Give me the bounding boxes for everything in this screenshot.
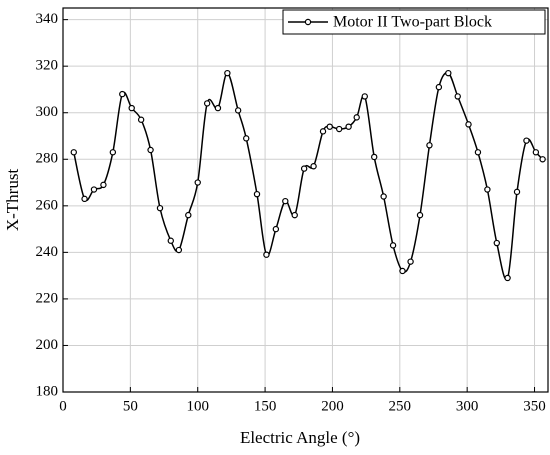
x-tick-label: 300 xyxy=(456,398,479,414)
x-tick-label: 50 xyxy=(123,398,138,414)
y-axis-label: X-Thrust xyxy=(3,169,22,232)
data-point xyxy=(484,186,491,193)
data-point xyxy=(399,267,406,275)
data-point xyxy=(513,188,521,196)
y-tick-label: 280 xyxy=(36,151,59,167)
data-point xyxy=(445,69,452,77)
data-point xyxy=(100,181,107,189)
data-point xyxy=(532,149,540,156)
data-point xyxy=(454,93,461,100)
y-tick-label: 300 xyxy=(36,104,59,120)
data-point xyxy=(300,165,308,172)
data-point xyxy=(128,104,135,112)
data-point xyxy=(147,146,154,154)
data-point xyxy=(90,186,98,193)
data-point xyxy=(407,258,414,265)
x-axis-label: Electric Angle (°) xyxy=(240,428,360,447)
data-point xyxy=(263,251,270,258)
data-point xyxy=(539,156,546,163)
data-point xyxy=(253,190,261,198)
y-tick-label: 320 xyxy=(36,58,59,74)
data-point xyxy=(243,135,250,142)
y-tick-label: 180 xyxy=(36,383,59,399)
data-point xyxy=(345,123,352,130)
data-point xyxy=(474,149,482,156)
data-point xyxy=(435,83,443,91)
data-point xyxy=(137,116,145,123)
data-point xyxy=(291,211,298,219)
data-point xyxy=(119,90,126,98)
data-point xyxy=(156,204,164,212)
data-point xyxy=(493,239,501,247)
plot-frame xyxy=(62,7,549,393)
data-point xyxy=(465,121,472,128)
data-point xyxy=(310,163,317,170)
legend-label: Motor II Two-part Block xyxy=(333,14,492,31)
data-point xyxy=(167,237,174,244)
data-point xyxy=(175,246,183,254)
x-tick-label: 150 xyxy=(254,398,277,414)
data-point xyxy=(234,107,242,114)
data-point xyxy=(335,125,343,133)
data-point xyxy=(214,104,222,112)
data-point xyxy=(416,211,424,219)
data-point xyxy=(81,195,88,203)
data-point xyxy=(272,225,280,233)
data-point xyxy=(203,100,211,107)
legend-marker xyxy=(304,18,312,26)
data-point xyxy=(109,149,117,156)
y-tick-label: 340 xyxy=(36,11,59,27)
data-point xyxy=(371,153,378,161)
data-point xyxy=(389,242,397,249)
data-point xyxy=(353,114,360,121)
x-tick-label: 100 xyxy=(186,398,209,414)
x-tick-label: 200 xyxy=(321,398,344,414)
y-tick-label: 260 xyxy=(36,197,59,213)
x-tick-label: 0 xyxy=(59,398,67,414)
data-point xyxy=(361,93,368,100)
y-tick-label: 220 xyxy=(36,290,59,306)
data-point xyxy=(70,149,77,156)
data-point xyxy=(194,179,201,186)
data-point xyxy=(224,69,231,77)
data-point xyxy=(380,193,387,200)
y-tick-label: 240 xyxy=(36,244,59,260)
data-point xyxy=(185,211,192,219)
x-tick-label: 350 xyxy=(523,398,546,414)
data-point xyxy=(523,137,530,144)
y-tick-label: 200 xyxy=(36,337,59,353)
x-tick-label: 250 xyxy=(389,398,412,414)
data-point xyxy=(504,274,511,282)
data-point xyxy=(282,197,289,205)
data-point xyxy=(426,142,433,149)
data-point xyxy=(326,123,333,130)
data-point xyxy=(319,128,327,135)
series-line xyxy=(73,72,544,281)
